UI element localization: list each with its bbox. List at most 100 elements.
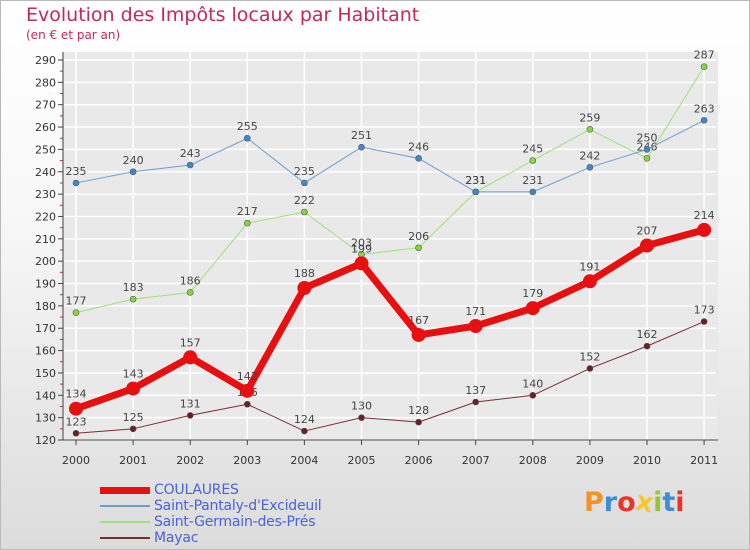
series-line-coulaures — [72, 226, 708, 413]
tick-label-x-2009: 2009 — [576, 454, 604, 467]
point-coulaures-2004 — [297, 281, 312, 295]
point-saint-pantaly-d-excideuil-2008 — [529, 188, 537, 196]
data-label-saint-pantaly-d-excideuil-2011: 263 — [694, 102, 715, 115]
point-coulaures-2008 — [525, 301, 540, 316]
tick-label-y-290: 290 — [35, 54, 56, 67]
tick-label-y-240: 240 — [35, 166, 56, 179]
data-label-saint-pantaly-d-excideuil-2002: 243 — [180, 147, 201, 160]
data-label-mayac-2005: 130 — [351, 400, 372, 413]
point-saint-germain-des-pr-s-2006 — [415, 244, 422, 252]
tick-label-x-2007: 2007 — [462, 454, 490, 467]
tick-label-y-140: 140 — [35, 389, 56, 402]
tick-label-y-160: 160 — [35, 345, 56, 358]
point-saint-pantaly-d-excideuil-2000 — [72, 179, 80, 187]
tick-label-y-200: 200 — [35, 255, 56, 268]
tick-label-x-2004: 2004 — [290, 454, 318, 467]
tick-label-x-2002: 2002 — [176, 454, 204, 467]
chart-subtitle: (en € et par an) — [26, 28, 121, 42]
point-mayac-2009 — [586, 365, 594, 372]
point-saint-pantaly-d-excideuil-2007 — [472, 188, 480, 196]
point-saint-germain-des-pr-s-2009 — [586, 125, 594, 133]
data-label-saint-pantaly-d-excideuil-2009: 242 — [579, 149, 600, 162]
tick-label-x-2011: 2011 — [690, 454, 718, 467]
data-label-saint-germain-des-pr-s-2009: 259 — [579, 111, 600, 124]
series-line-mayac — [75, 321, 705, 434]
point-saint-pantaly-d-excideuil-2002 — [186, 161, 194, 169]
tick-label-x-2005: 2005 — [348, 454, 376, 467]
point-saint-pantaly-d-excideuil-2004 — [301, 179, 308, 187]
point-mayac-2011 — [700, 318, 708, 325]
tick-label-y-150: 150 — [35, 367, 56, 380]
point-saint-pantaly-d-excideuil-2006 — [415, 155, 422, 162]
data-label-saint-pantaly-d-excideuil-2005: 251 — [351, 129, 372, 142]
data-label-coulaures-2002: 157 — [180, 336, 201, 349]
point-mayac-2004 — [301, 427, 308, 435]
point-coulaures-2005 — [354, 256, 369, 271]
tick-label-y-260: 260 — [35, 121, 56, 134]
data-label-mayac-2006: 128 — [408, 404, 429, 417]
data-label-saint-germain-des-pr-s-2008: 245 — [522, 143, 543, 156]
point-saint-germain-des-pr-s-2011 — [700, 63, 708, 71]
tick-label-y-210: 210 — [35, 233, 56, 246]
point-saint-germain-des-pr-s-2008 — [529, 157, 537, 164]
point-saint-pantaly-d-excideuil-2005 — [358, 143, 365, 151]
point-mayac-2008 — [529, 391, 537, 399]
data-label-saint-pantaly-d-excideuil-2001: 240 — [123, 154, 144, 167]
point-mayac-2006 — [415, 418, 422, 426]
proxiti-logo: Proxiti — [584, 485, 685, 520]
data-label-coulaures-2009: 191 — [579, 260, 600, 273]
legend-swatch-coulaures — [100, 486, 150, 494]
data-label-coulaures-2003: 142 — [237, 370, 258, 383]
data-label-saint-pantaly-d-excideuil-2008: 231 — [522, 174, 543, 187]
point-coulaures-2001 — [126, 381, 141, 396]
tick-label-y-130: 130 — [35, 412, 56, 425]
tick-label-y-250: 250 — [35, 143, 56, 156]
data-label-mayac-2009: 152 — [579, 350, 600, 363]
point-saint-germain-des-pr-s-2000 — [72, 309, 80, 316]
data-label-coulaures-2011: 214 — [694, 209, 715, 222]
point-coulaures-2002 — [183, 350, 198, 365]
data-label-saint-germain-des-pr-s-2001: 183 — [123, 281, 144, 294]
legend-label-coulaures: COULAURES — [154, 482, 239, 498]
data-label-coulaures-2005: 199 — [351, 242, 372, 255]
data-label-saint-germain-des-pr-s-2000: 177 — [66, 295, 87, 308]
tick-label-y-280: 280 — [35, 76, 56, 89]
data-label-mayac-2010: 162 — [637, 328, 658, 341]
data-label-mayac-2001: 125 — [123, 411, 144, 424]
data-label-mayac-2000: 123 — [66, 415, 87, 428]
point-saint-germain-des-pr-s-2004 — [301, 208, 308, 216]
data-label-mayac-2002: 131 — [180, 397, 201, 410]
data-label-saint-germain-des-pr-s-2006: 206 — [408, 230, 429, 243]
data-label-mayac-2004: 124 — [294, 413, 315, 426]
point-mayac-2005 — [358, 414, 365, 421]
tick-label-y-270: 270 — [35, 99, 56, 112]
point-saint-germain-des-pr-s-2003 — [244, 219, 251, 227]
tick-label-y-220: 220 — [35, 210, 56, 223]
data-label-saint-germain-des-pr-s-2002: 186 — [180, 274, 201, 287]
chart-title: Evolution des Impôts locaux par Habitant — [26, 4, 420, 26]
data-label-coulaures-2000: 134 — [66, 388, 87, 401]
legend-label-saint-pantaly-d-excideuil: Saint-Pantaly-d'Excideuil — [154, 498, 322, 514]
data-label-saint-pantaly-d-excideuil-2006: 246 — [408, 140, 429, 153]
data-label-coulaures-2010: 207 — [637, 225, 658, 238]
data-label-mayac-2011: 173 — [694, 304, 715, 317]
data-label-saint-pantaly-d-excideuil-2010: 250 — [637, 131, 658, 144]
data-label-mayac-2008: 140 — [522, 377, 543, 390]
tick-label-y-230: 230 — [35, 188, 56, 201]
legend-label-saint-germain-des-pr-s: Saint-Germain-des-Prés — [154, 514, 316, 530]
data-label-saint-pantaly-d-excideuil-2003: 255 — [237, 120, 258, 133]
point-mayac-2000 — [72, 429, 80, 437]
point-coulaures-2006 — [411, 327, 426, 342]
point-mayac-2003 — [244, 400, 251, 408]
point-saint-pantaly-d-excideuil-2011 — [700, 117, 708, 124]
data-label-saint-germain-des-pr-s-2003: 217 — [237, 205, 258, 218]
data-label-saint-germain-des-pr-s-2005: 203 — [351, 236, 372, 249]
tick-label-x-2003: 2003 — [233, 454, 261, 467]
data-label-saint-germain-des-pr-s-2007: 231 — [465, 174, 486, 187]
tick-label-x-2010: 2010 — [633, 454, 661, 467]
legend-swatch-mayac — [100, 537, 150, 539]
data-label-saint-pantaly-d-excideuil-2000: 235 — [66, 165, 87, 178]
point-coulaures-2011 — [697, 222, 712, 237]
point-coulaures-2007 — [468, 319, 483, 333]
